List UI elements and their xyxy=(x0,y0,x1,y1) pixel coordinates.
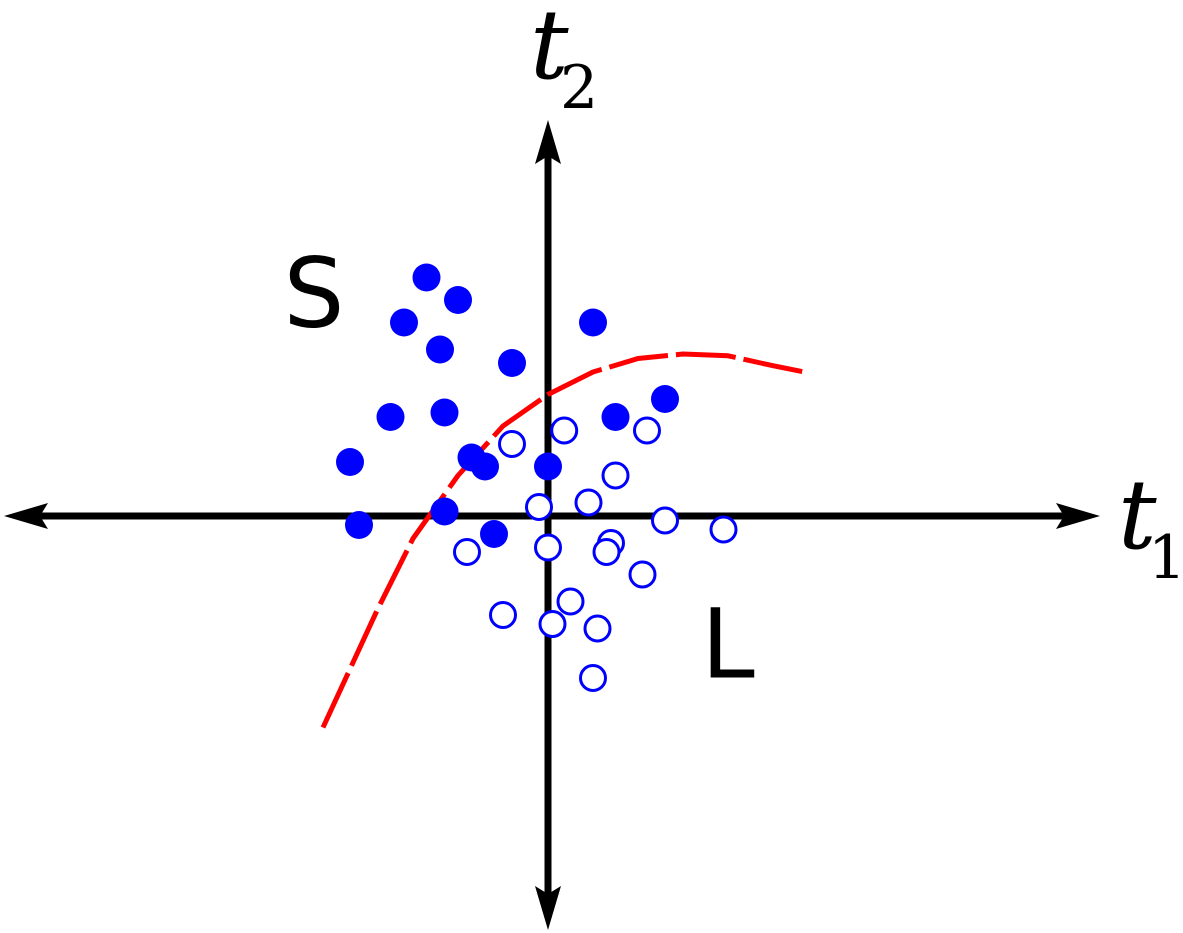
filled-point-0 xyxy=(412,263,441,292)
open-point-0 xyxy=(550,416,579,445)
y-axis-label: t 2 xyxy=(530,0,598,123)
x-axis-left-arrow xyxy=(4,503,48,529)
series-open-circles xyxy=(453,416,738,692)
filled-point-13 xyxy=(534,452,562,481)
filled-point-15 xyxy=(345,511,373,539)
points-layer xyxy=(336,263,738,692)
filled-point-8 xyxy=(430,398,459,427)
open-point-5 xyxy=(525,493,553,521)
open-point-4 xyxy=(574,488,603,517)
open-point-13 xyxy=(556,587,585,616)
x-axis-right-arrow xyxy=(1056,503,1100,529)
open-point-9 xyxy=(534,533,562,562)
filled-point-5 xyxy=(498,349,526,377)
filled-point-4 xyxy=(426,335,454,364)
open-point-14 xyxy=(489,601,517,629)
open-point-11 xyxy=(453,538,481,566)
filled-point-1 xyxy=(444,286,472,314)
filled-point-16 xyxy=(480,520,508,548)
region-label-l: L xyxy=(701,588,754,700)
open-point-7 xyxy=(709,515,738,544)
filled-point-3 xyxy=(579,308,607,337)
open-point-15 xyxy=(538,610,567,638)
open-point-10 xyxy=(592,538,621,566)
filled-point-10 xyxy=(336,448,364,476)
filled-point-2 xyxy=(390,308,418,337)
region-label-s: S xyxy=(284,237,345,349)
decision-boundary-layer xyxy=(320,351,805,729)
x-axis-label-subscript: 1 xyxy=(1148,523,1183,593)
series-filled-circles xyxy=(336,263,679,548)
open-point-3 xyxy=(601,461,630,490)
filled-point-12 xyxy=(471,452,499,481)
x-axis-label: t 1 xyxy=(1118,459,1183,593)
y-axis-bottom-arrow xyxy=(535,886,561,930)
y-axis-label-subscript: 2 xyxy=(560,53,598,123)
axes xyxy=(4,120,1100,930)
decision-boundary-curve xyxy=(320,351,805,729)
y-axis-label-symbol: t xyxy=(530,0,569,101)
filled-point-14 xyxy=(430,497,459,526)
filled-point-6 xyxy=(651,385,679,413)
open-point-2 xyxy=(498,430,526,458)
x-axis-label-symbol: t xyxy=(1118,459,1157,571)
open-point-1 xyxy=(633,416,661,445)
filled-point-7 xyxy=(376,403,405,431)
filled-point-9 xyxy=(601,403,630,431)
open-point-17 xyxy=(579,664,607,692)
open-point-12 xyxy=(628,560,657,589)
open-point-16 xyxy=(583,614,612,643)
open-point-6 xyxy=(651,506,679,535)
y-axis-top-arrow xyxy=(535,120,561,164)
